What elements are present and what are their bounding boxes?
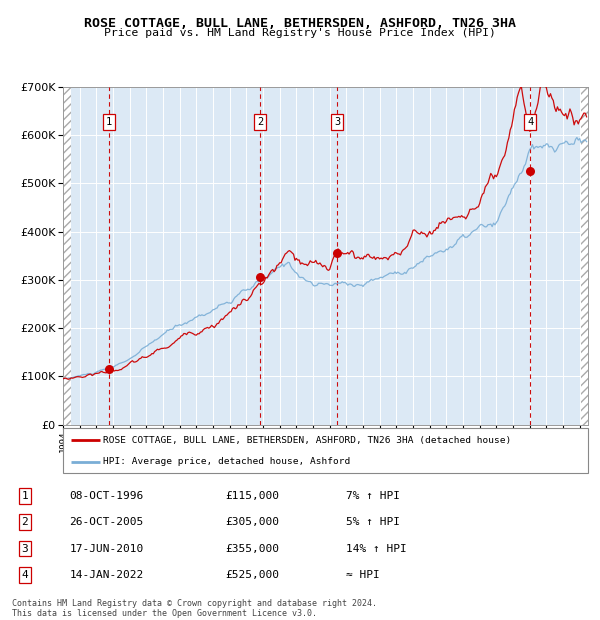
Text: 7% ↑ HPI: 7% ↑ HPI	[346, 491, 400, 501]
Text: 4: 4	[21, 570, 28, 580]
Text: 1: 1	[106, 117, 112, 127]
Text: 14-JAN-2022: 14-JAN-2022	[70, 570, 144, 580]
Text: 1: 1	[21, 491, 28, 501]
Text: 3: 3	[21, 544, 28, 554]
Text: 5% ↑ HPI: 5% ↑ HPI	[346, 517, 400, 527]
Bar	[63, 87, 71, 425]
Text: HPI: Average price, detached house, Ashford: HPI: Average price, detached house, Ashf…	[103, 458, 350, 466]
Text: Contains HM Land Registry data © Crown copyright and database right 2024.
This d: Contains HM Land Registry data © Crown c…	[12, 599, 377, 618]
Text: 08-OCT-1996: 08-OCT-1996	[70, 491, 144, 501]
Text: £305,000: £305,000	[225, 517, 279, 527]
Text: 14% ↑ HPI: 14% ↑ HPI	[346, 544, 407, 554]
Bar	[581, 87, 588, 425]
Text: 2: 2	[257, 117, 263, 127]
Text: Price paid vs. HM Land Registry's House Price Index (HPI): Price paid vs. HM Land Registry's House …	[104, 28, 496, 38]
Text: 26-OCT-2005: 26-OCT-2005	[70, 517, 144, 527]
Text: ≈ HPI: ≈ HPI	[346, 570, 380, 580]
Text: 3: 3	[334, 117, 340, 127]
Text: 4: 4	[527, 117, 533, 127]
Text: £115,000: £115,000	[225, 491, 279, 501]
FancyBboxPatch shape	[63, 428, 588, 473]
Text: £355,000: £355,000	[225, 544, 279, 554]
Text: £525,000: £525,000	[225, 570, 279, 580]
Text: 2: 2	[21, 517, 28, 527]
Text: ROSE COTTAGE, BULL LANE, BETHERSDEN, ASHFORD, TN26 3HA (detached house): ROSE COTTAGE, BULL LANE, BETHERSDEN, ASH…	[103, 436, 512, 445]
Text: ROSE COTTAGE, BULL LANE, BETHERSDEN, ASHFORD, TN26 3HA: ROSE COTTAGE, BULL LANE, BETHERSDEN, ASH…	[84, 17, 516, 30]
Text: 17-JUN-2010: 17-JUN-2010	[70, 544, 144, 554]
